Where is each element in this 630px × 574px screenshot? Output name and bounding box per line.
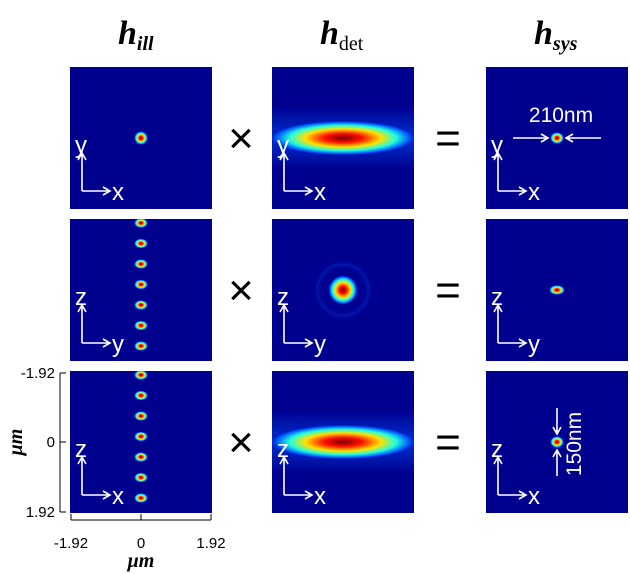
- header-sub: ill: [137, 33, 154, 55]
- spot: [134, 300, 148, 310]
- header-main: h: [320, 15, 339, 52]
- spot: [134, 279, 148, 290]
- tick-label: 1.92: [26, 504, 55, 521]
- axis-letter: y: [491, 132, 503, 159]
- axis-arrow: [493, 151, 528, 196]
- panel-content: [134, 131, 148, 145]
- axis-arrow: [493, 455, 528, 500]
- panel-content: [134, 219, 148, 351]
- spot: [328, 275, 358, 305]
- axis-letter: x: [112, 483, 124, 510]
- axis-arrow: [279, 455, 314, 500]
- annotation: 150nm: [563, 412, 586, 476]
- spot: [272, 424, 414, 460]
- axis-letter: y: [314, 331, 326, 358]
- tick-label: -1.92: [54, 535, 88, 552]
- panel-content: [272, 106, 414, 170]
- axis-arrow: [77, 303, 112, 348]
- tick-label: 1.92: [196, 535, 225, 552]
- operator: =: [435, 418, 461, 467]
- spot: [134, 341, 148, 351]
- axis-unit: μm: [5, 429, 27, 457]
- axis-arrow: [77, 455, 112, 500]
- axis-arrow: [77, 151, 112, 196]
- column-header: hill: [118, 15, 154, 55]
- spot: [134, 238, 148, 249]
- operator: =: [435, 114, 461, 163]
- operator: ×: [228, 114, 254, 163]
- tick-label: -1.92: [21, 365, 55, 382]
- header-sub: det: [339, 33, 364, 55]
- spot: [134, 371, 148, 380]
- spot: [134, 493, 148, 503]
- column-header: hsys: [534, 15, 578, 55]
- tick-label: 0: [47, 434, 55, 451]
- panel-content: [272, 410, 414, 474]
- spot: [134, 472, 148, 483]
- spot: [134, 259, 148, 269]
- annot-arrow: [513, 133, 601, 143]
- axis-letter: y: [75, 132, 87, 159]
- axis-arrow: [279, 303, 314, 348]
- spot: [134, 219, 148, 228]
- operator: ×: [228, 266, 254, 315]
- tick-label: 0: [137, 535, 145, 552]
- axis-letter: y: [528, 331, 540, 358]
- column-header: hdet: [320, 15, 364, 55]
- spot: [550, 436, 564, 448]
- axis-letter: z: [75, 284, 87, 311]
- axis-arrow: [279, 151, 314, 196]
- spot: [550, 132, 564, 144]
- axis-letter: z: [491, 284, 503, 311]
- axis-letter: x: [314, 179, 326, 206]
- axis-letter: z: [277, 284, 289, 311]
- annotation: 210nm: [529, 104, 593, 127]
- axis-letter: y: [277, 132, 289, 159]
- spot: [549, 285, 565, 295]
- axis-letter: x: [528, 483, 540, 510]
- axis-letter: z: [491, 436, 503, 463]
- header-sub: sys: [552, 33, 578, 55]
- header-main: h: [534, 15, 553, 52]
- spot: [134, 431, 148, 442]
- spot: [134, 320, 148, 331]
- axis-letter: z: [277, 436, 289, 463]
- annot-arrow: [552, 408, 562, 476]
- panel-content: [549, 285, 565, 295]
- panel-content: [550, 436, 564, 448]
- axis-letter: y: [112, 331, 124, 358]
- panel-content: [313, 260, 373, 320]
- axis-arrow: [493, 303, 528, 348]
- spot: [134, 411, 148, 421]
- axis-letter: z: [75, 436, 87, 463]
- panel-content: [550, 132, 564, 144]
- spot: [134, 452, 148, 462]
- spot: [134, 390, 148, 401]
- axis-letter: x: [314, 483, 326, 510]
- spot: [134, 131, 148, 145]
- panel-content: [134, 371, 148, 503]
- axis-letter: x: [112, 179, 124, 206]
- axis-unit: μm: [127, 550, 155, 572]
- axis-letter: x: [528, 179, 540, 206]
- spot: [272, 120, 414, 156]
- header-main: h: [118, 15, 137, 52]
- operator: =: [435, 266, 461, 315]
- operator: ×: [228, 418, 254, 467]
